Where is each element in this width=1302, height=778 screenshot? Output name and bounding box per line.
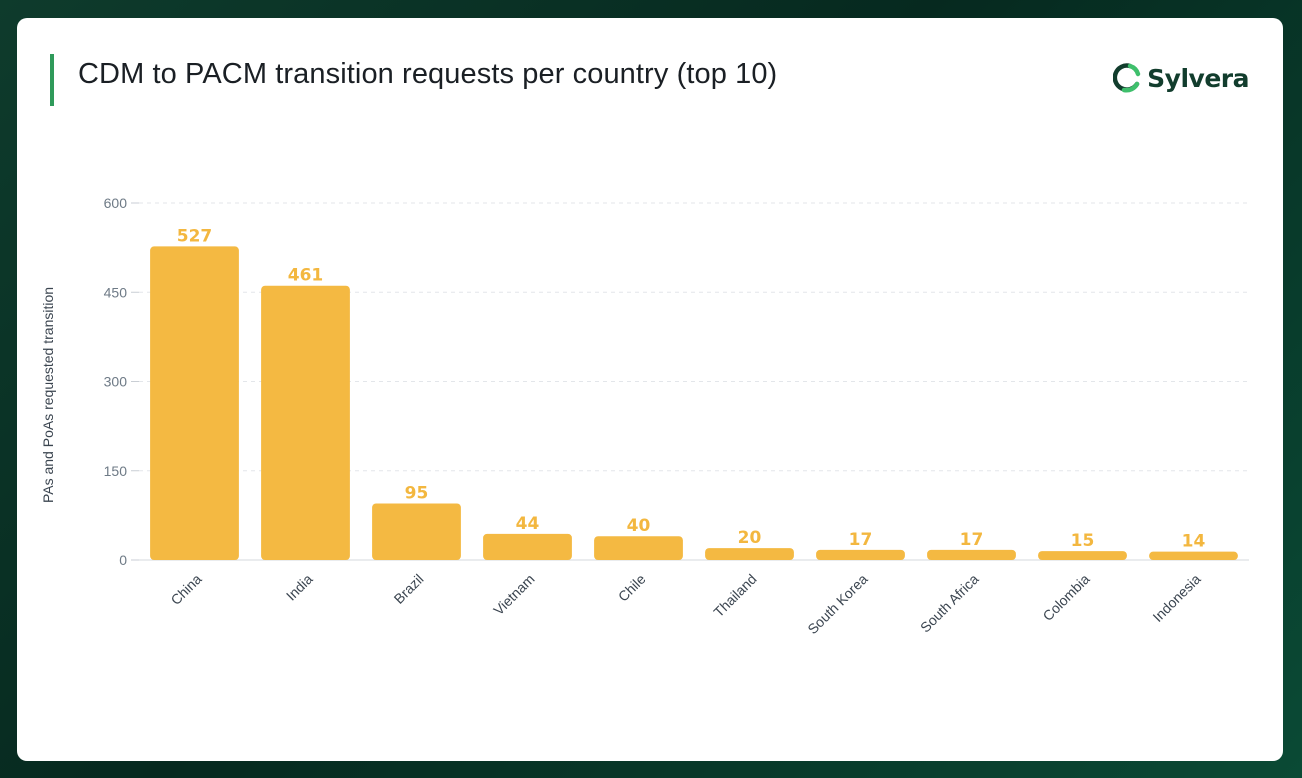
value-label: 14 bbox=[1182, 532, 1206, 552]
bar-thailand[interactable] bbox=[705, 548, 794, 560]
category-label: India bbox=[283, 571, 316, 604]
bar-south-korea[interactable] bbox=[816, 549, 905, 560]
category-labels: China India Brazil Vietnam Chile Thailand Sout… bbox=[167, 571, 1203, 638]
value-label: 17 bbox=[849, 530, 873, 550]
category-label: Brazil bbox=[391, 571, 427, 607]
y-tick-label: 300 bbox=[104, 374, 128, 390]
bar-south-africa[interactable] bbox=[927, 549, 1016, 560]
value-labels: 527 461 95 44 40 20 17 17 15 14 bbox=[177, 226, 1206, 551]
y-axis-title: PAs and PoAs requested transition bbox=[40, 287, 56, 503]
bar-indonesia[interactable] bbox=[1149, 551, 1238, 560]
bar-chile[interactable] bbox=[594, 536, 683, 560]
category-label: Indonesia bbox=[1149, 571, 1203, 625]
y-axis-ticks: 0 150 300 450 600 bbox=[104, 195, 139, 568]
y-tick-label: 600 bbox=[104, 195, 128, 211]
category-label: Vietnam bbox=[490, 571, 537, 618]
category-label: Chile bbox=[615, 571, 649, 605]
value-label: 95 bbox=[405, 483, 429, 503]
brand-logo: Sylvera bbox=[1113, 60, 1249, 96]
category-label: Thailand bbox=[710, 571, 759, 620]
category-label: Colombia bbox=[1039, 571, 1092, 624]
category-label: South Korea bbox=[804, 571, 871, 638]
category-label: China bbox=[167, 571, 204, 608]
y-tick-label: 0 bbox=[119, 552, 127, 568]
bar-vietnam[interactable] bbox=[483, 533, 572, 560]
bar-india[interactable] bbox=[261, 285, 350, 560]
sylvera-logo-icon bbox=[1113, 63, 1141, 93]
brand-name: Sylvera bbox=[1147, 63, 1249, 93]
value-label: 527 bbox=[177, 226, 213, 246]
value-label: 40 bbox=[627, 516, 651, 536]
y-tick-label: 150 bbox=[104, 463, 128, 479]
chart-card: CDM to PACM transition requests per coun… bbox=[17, 18, 1283, 761]
bars bbox=[150, 246, 1238, 560]
bar-chart: 0 150 300 450 600 527 461 95 44 40 20 17 17 15 14 Chi… bbox=[40, 195, 1249, 638]
bar-china[interactable] bbox=[150, 246, 239, 560]
value-label: 15 bbox=[1071, 531, 1095, 551]
y-tick-label: 450 bbox=[104, 284, 128, 300]
chart-title: CDM to PACM transition requests per coun… bbox=[78, 58, 778, 90]
title-accent-bar bbox=[50, 54, 54, 106]
value-label: 20 bbox=[738, 528, 762, 548]
category-label: South Africa bbox=[917, 571, 982, 636]
bar-colombia[interactable] bbox=[1038, 551, 1127, 560]
bar-brazil[interactable] bbox=[372, 503, 461, 560]
value-label: 461 bbox=[288, 266, 324, 286]
value-label: 17 bbox=[960, 530, 984, 550]
value-label: 44 bbox=[516, 514, 540, 534]
